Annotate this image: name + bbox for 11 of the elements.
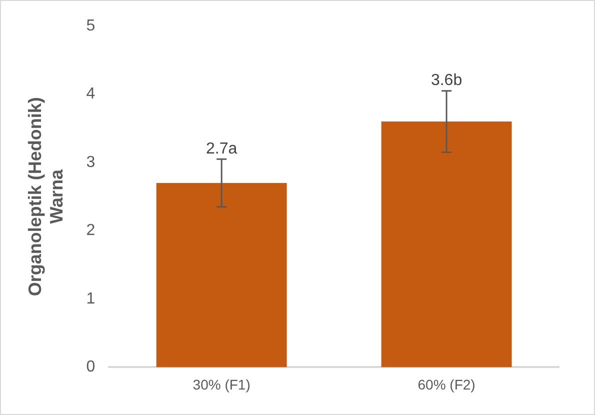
data-label: 2.7a (206, 140, 238, 158)
y-tick-label: 5 (86, 17, 96, 34)
x-tick-label: 30% (F1) (192, 376, 250, 392)
x-tick-label: 60% (F2) (418, 376, 476, 392)
y-tick-label: 1 (86, 290, 96, 308)
y-tick-label: 4 (86, 86, 96, 103)
y-axis-title: Organoleptik (Hedonik) Warna (24, 97, 66, 296)
y-tick-label: 0 (86, 358, 96, 376)
y-tick-label: 3 (86, 154, 96, 171)
y-tick-label: 2 (86, 222, 96, 240)
data-label: 3.6b (430, 72, 462, 90)
